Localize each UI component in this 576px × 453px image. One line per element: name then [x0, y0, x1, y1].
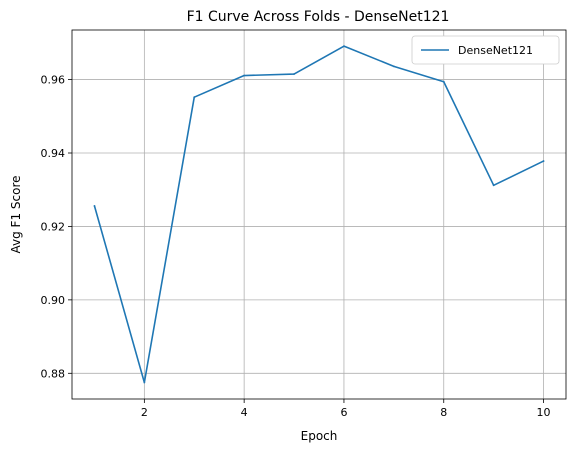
y-tick-label: 0.88: [41, 367, 66, 380]
legend-label: DenseNet121: [458, 44, 533, 57]
x-tick-label: 8: [440, 406, 447, 419]
x-axis-label: Epoch: [301, 429, 338, 443]
grid: [72, 30, 566, 399]
y-axis-label: Avg F1 Score: [9, 176, 23, 254]
x-axis-ticks: 2 4 6 8 10: [141, 399, 551, 419]
legend: DenseNet121: [411, 35, 560, 65]
data-point: [193, 96, 196, 99]
x-tick-label: 4: [241, 406, 248, 419]
data-point: [442, 80, 445, 83]
y-tick-label: 0.92: [41, 220, 66, 233]
data-point: [243, 74, 246, 77]
data-point: [343, 45, 345, 48]
x-tick-label: 2: [141, 406, 148, 419]
data-point: [143, 381, 146, 384]
x-tick-label: 6: [340, 406, 347, 419]
chart-title: F1 Curve Across Folds - DenseNet121: [187, 9, 450, 25]
data-point: [293, 73, 295, 75]
legend-box: [411, 35, 560, 65]
data-point: [93, 204, 96, 207]
data-point: [542, 160, 545, 162]
y-tick-label: 0.90: [41, 294, 66, 307]
y-tick-label: 0.96: [41, 74, 66, 87]
x-tick-label: 10: [537, 406, 551, 419]
data-point: [492, 184, 495, 187]
series-line: [93, 45, 544, 384]
plot-frame: [71, 29, 567, 400]
y-tick-label: 0.94: [41, 147, 66, 160]
y-axis-ticks: 0.88 0.90 0.92 0.94 0.96: [41, 74, 72, 380]
data-point: [392, 65, 395, 68]
series-layer: [93, 45, 545, 384]
